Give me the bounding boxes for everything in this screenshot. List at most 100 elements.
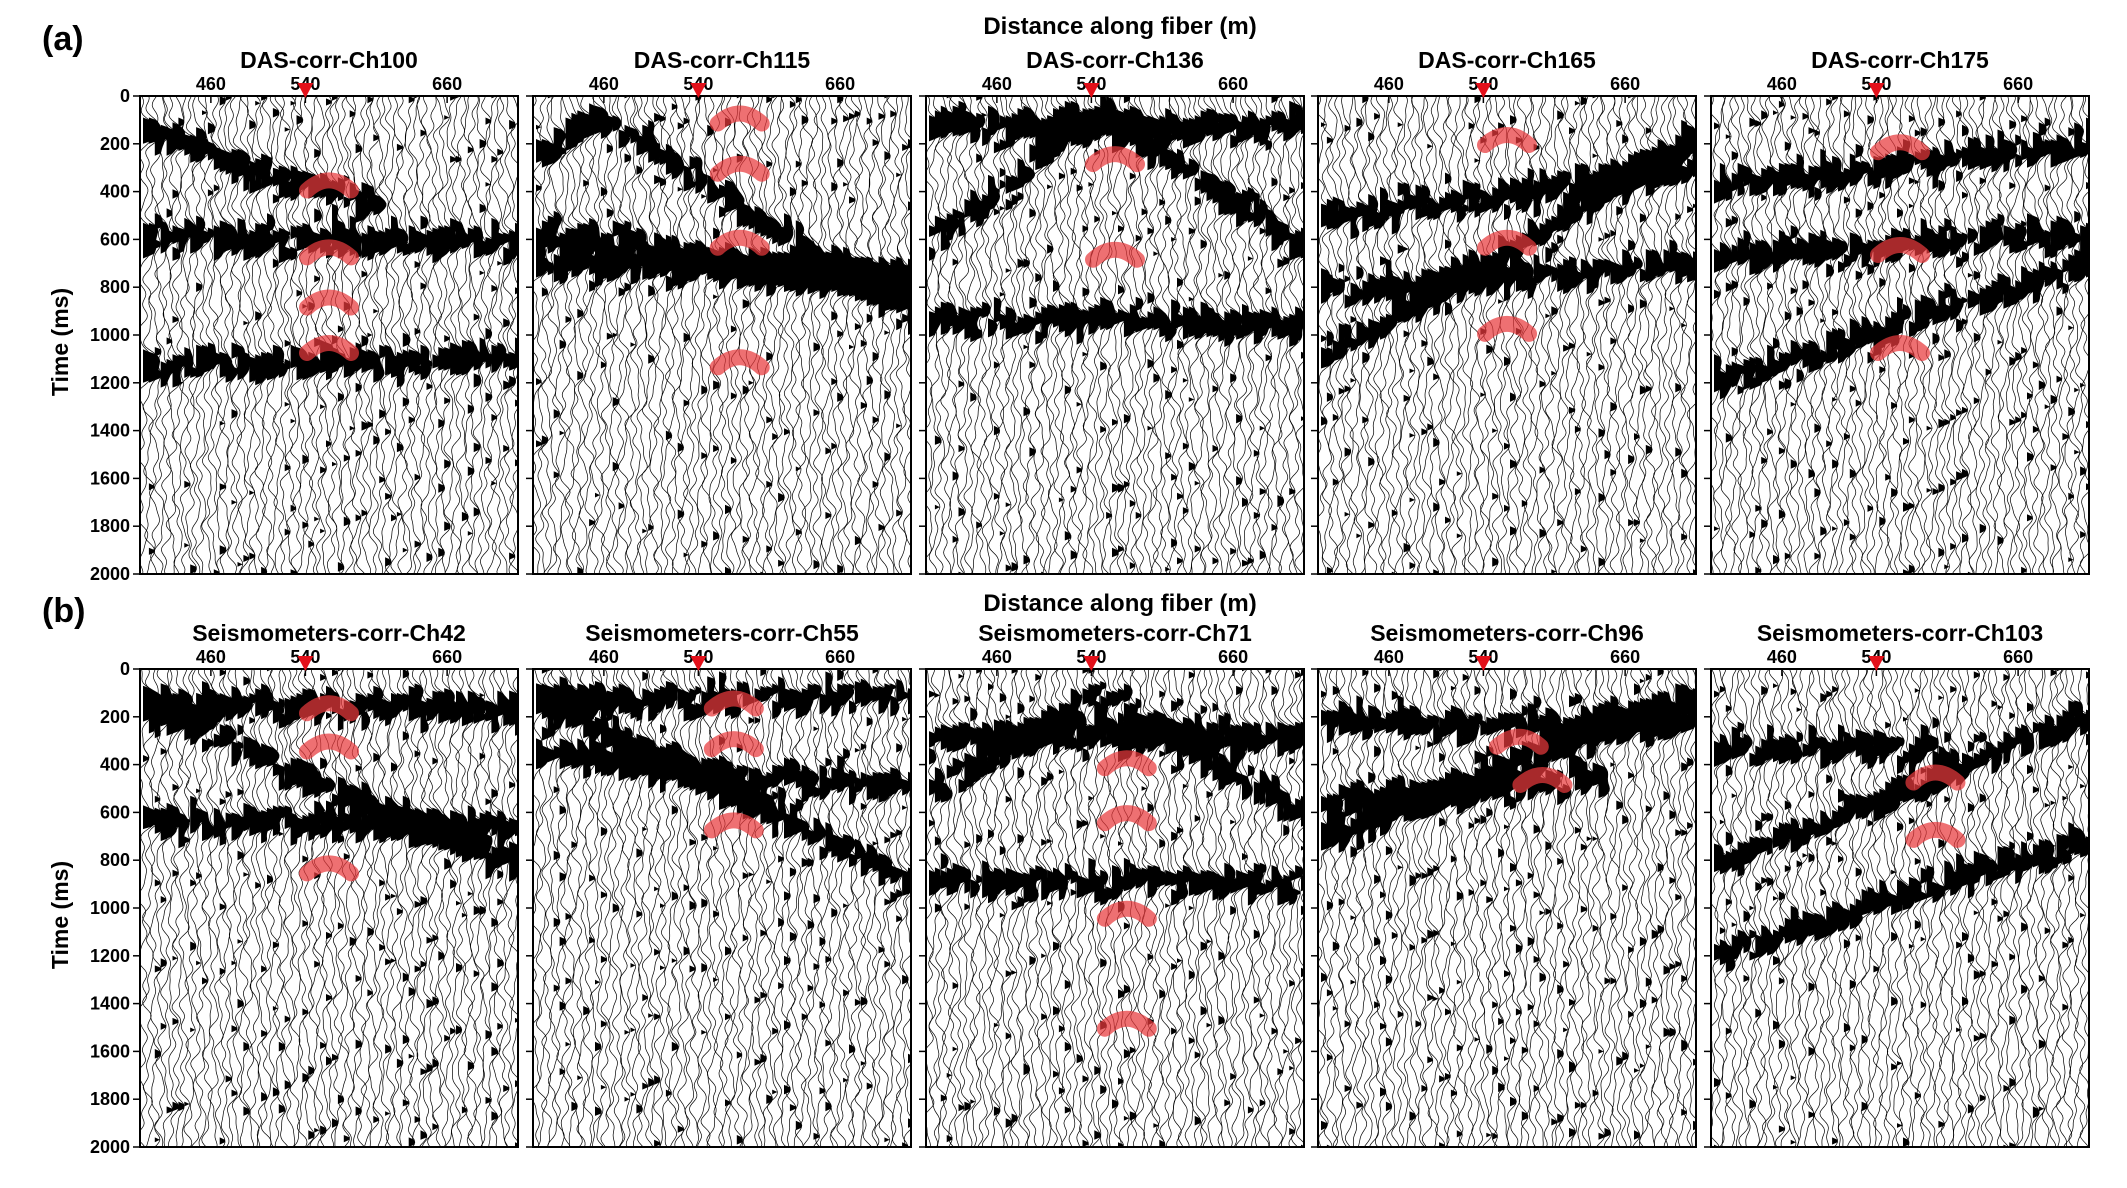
trace-fill <box>1675 134 1692 457</box>
trace-fill <box>1737 162 1750 395</box>
trace <box>902 669 911 1147</box>
trace <box>479 669 501 1147</box>
trace <box>697 669 724 1147</box>
trace-fill <box>1200 110 1216 335</box>
trace <box>2061 669 2078 1147</box>
trace <box>1403 96 1426 574</box>
trace-fill <box>1445 172 1461 524</box>
trace-fill <box>1344 704 1358 1092</box>
x-tick-label: 660 <box>432 74 462 94</box>
trace <box>765 669 787 1147</box>
trace-fill <box>1088 108 1111 335</box>
trace-fill <box>843 669 856 1083</box>
trace-fill <box>243 162 252 562</box>
x-tick-label: 460 <box>1374 74 1404 94</box>
trace-fill <box>2050 139 2064 472</box>
trace <box>1153 669 1176 1147</box>
trace <box>791 96 816 574</box>
y-tick-label: 400 <box>100 755 130 775</box>
trace <box>1326 669 1345 1147</box>
trace-fill <box>1403 182 1417 553</box>
panel-title: DAS-corr-Ch136 <box>1026 47 1204 73</box>
trace <box>1058 669 1080 1147</box>
trace <box>142 669 170 1147</box>
trace <box>502 669 518 1147</box>
trace-fill <box>1950 151 1962 551</box>
trace-fill <box>196 692 210 966</box>
trace <box>142 96 162 574</box>
trace-fill <box>1112 690 1126 1109</box>
trace <box>1391 669 1417 1147</box>
trace-fill <box>207 688 220 837</box>
trace-fill <box>1474 685 1492 1042</box>
trace-fill <box>671 683 688 1052</box>
trace <box>2068 669 2087 1147</box>
y-tick-label: 1800 <box>90 1089 130 1109</box>
trace <box>1318 669 1334 1147</box>
trace-fill <box>1985 134 1998 376</box>
trace <box>576 669 599 1147</box>
panel-10: Seismometers-corr-Ch103460540660 <box>1704 620 2090 1148</box>
trace <box>1035 669 1059 1147</box>
trace-fill <box>2027 146 2042 522</box>
trace-fill <box>1462 179 1482 290</box>
trace <box>1385 669 1406 1147</box>
trace-fill <box>2068 127 2081 562</box>
trace-fill <box>1885 721 1897 908</box>
x-tick-label: 460 <box>1374 647 1404 667</box>
trace-fill <box>1397 122 1413 323</box>
trace <box>1663 669 1683 1147</box>
trace <box>1474 669 1493 1147</box>
trace-fill <box>473 225 485 517</box>
y-tick-label: 1200 <box>90 373 130 393</box>
trace-fill <box>379 229 394 484</box>
trace <box>795 96 823 574</box>
y-tick-label: 2000 <box>90 1137 130 1157</box>
trace-fill <box>1731 726 1746 961</box>
trace <box>1355 669 1377 1147</box>
trace-fill <box>1651 692 1669 1004</box>
ylabel-b: Time (ms) <box>47 861 73 969</box>
trace-fill <box>1551 174 1564 574</box>
trace <box>926 669 942 1147</box>
trace <box>1070 669 1090 1147</box>
trace <box>372 96 395 574</box>
trace <box>1979 96 1998 574</box>
trace-fill <box>940 105 953 335</box>
trace-fill <box>547 96 560 276</box>
trace-fill <box>1790 688 1803 1145</box>
trace-fill <box>1598 702 1619 1140</box>
trace-fill <box>854 681 865 1006</box>
trace-fill <box>184 702 202 1107</box>
trace-fill <box>695 96 711 276</box>
trace-fill <box>1675 683 1689 968</box>
trace-fill <box>1005 115 1017 572</box>
trace <box>2050 96 2070 574</box>
trace-fill <box>1165 716 1187 908</box>
trace-fill <box>1058 105 1072 503</box>
y-tick-label: 1200 <box>90 946 130 966</box>
trace-fill <box>1456 203 1479 539</box>
trace-fill <box>946 96 960 328</box>
trace-fill <box>1586 669 1602 842</box>
trace <box>836 669 856 1147</box>
trace-fill <box>1616 704 1637 1066</box>
trace <box>1939 669 1958 1147</box>
trace-fill <box>890 683 901 904</box>
trace-fill <box>166 127 179 376</box>
trace <box>167 669 190 1147</box>
trace <box>2033 669 2053 1147</box>
trace <box>1337 669 1358 1147</box>
trace <box>1253 669 1270 1147</box>
trace <box>2045 669 2065 1147</box>
trace <box>179 96 199 574</box>
trace-fill <box>1301 669 1304 1147</box>
y-tick-label: 1600 <box>90 468 130 488</box>
trace <box>773 669 787 1147</box>
x-tick-label: 660 <box>1218 74 1248 94</box>
trace <box>1040 96 1061 574</box>
trace <box>1968 669 1985 1147</box>
trace <box>1925 669 1946 1147</box>
trace-fill <box>583 688 599 1016</box>
trace-fill <box>1657 669 1671 935</box>
